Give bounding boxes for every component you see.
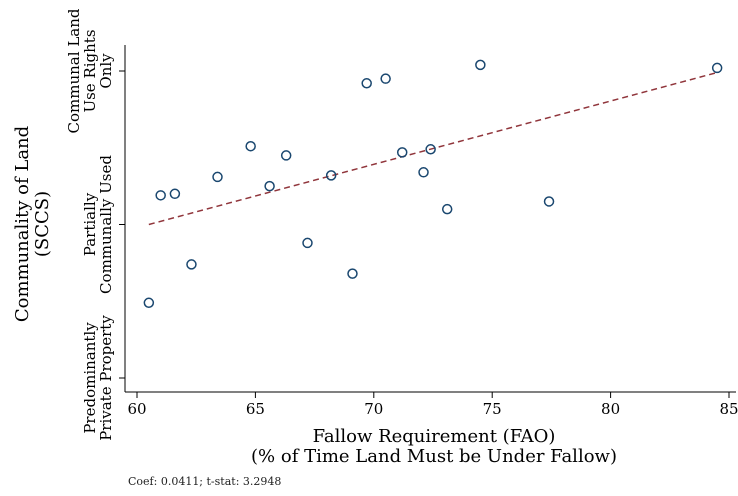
y-tick-label-line: Use Rights [81,29,99,112]
data-point [264,180,275,192]
data-point [425,144,436,155]
data-point [212,171,223,183]
data-point [396,147,408,158]
y-tick-label-line: Private Property [97,315,115,441]
y-tick-label-line: Communally Used [97,155,115,294]
fit-line-group [148,71,718,226]
data-point [475,59,486,71]
data-point [325,170,337,181]
x-tick-label: 80 [601,400,620,418]
y-tick-label-line: Communal Land [65,8,83,133]
y-axis-title-line2: (SCCS) [32,191,53,257]
data-point [380,73,391,84]
data-point [169,188,181,200]
data-point [143,297,155,309]
data-point [361,78,372,89]
x-axis-title-line1: Fallow Requirement (FAO) [313,426,556,447]
x-tick-label: 65 [246,400,265,418]
points-group [143,59,723,309]
data-point [302,237,313,249]
x-tick-label: 60 [127,400,146,418]
axis-labels: Fallow Requirement (FAO) (% of Time Land… [12,126,617,467]
x-tick-label: 75 [483,400,502,418]
y-tick-label-line: Predominantly [81,322,99,434]
x-tick-label: 70 [364,400,383,418]
x-axis-title-line2: (% of Time Land Must be Under Fallow) [251,446,617,467]
regression-footnote: Coef: 0.0411; t-stat: 3.2948 [128,475,282,488]
y-axis-title-line1: Communality of Land [12,126,33,322]
data-point [418,167,429,178]
data-point [347,268,358,279]
data-point [245,140,256,152]
data-point [280,150,292,161]
x-tick-label: 85 [719,400,738,418]
data-point [441,203,453,215]
y-tick-label-line: Partially [81,192,99,256]
data-point [155,190,166,201]
data-point [543,196,555,207]
data-point [711,62,723,74]
data-point [186,259,197,270]
fitted-line [148,71,718,226]
y-tick-label-line: Only [97,53,115,89]
